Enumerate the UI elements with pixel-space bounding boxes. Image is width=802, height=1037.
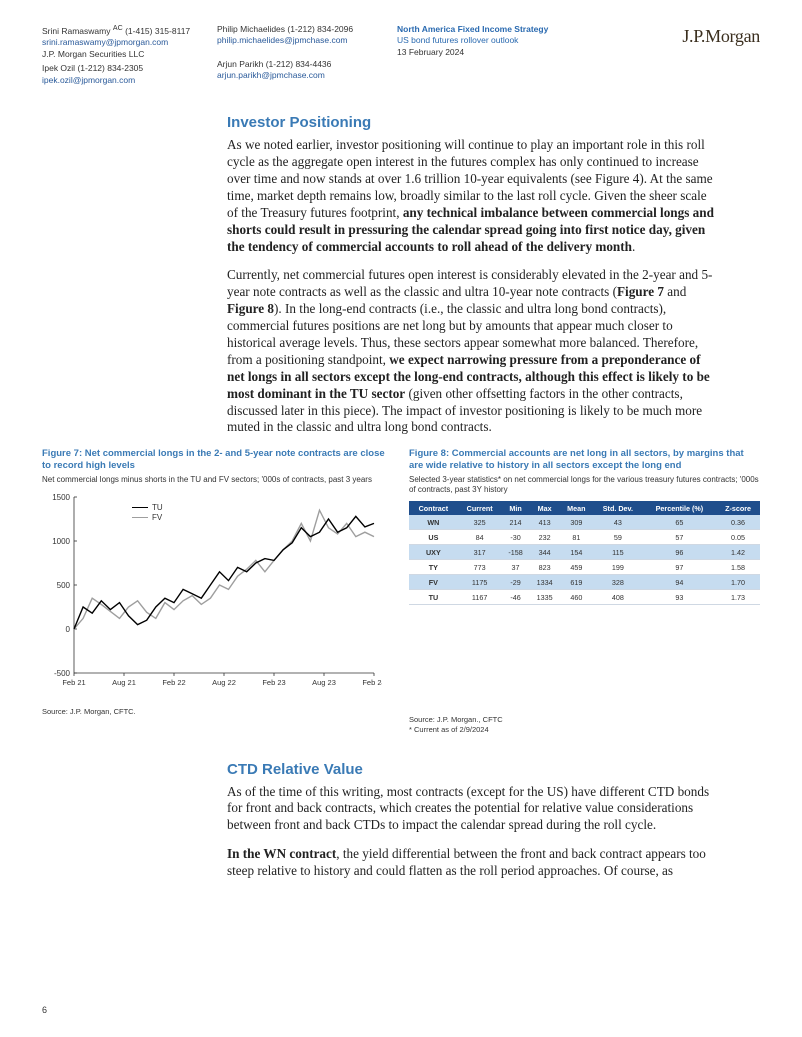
report-title: US bond futures rollover outlook [397, 35, 552, 46]
author-name: Arjun Parikh [217, 59, 263, 69]
svg-text:Feb 21: Feb 21 [62, 678, 85, 687]
author-org: J.P. Morgan Securities LLC [42, 49, 197, 60]
author-name: Srini Ramaswamy [42, 26, 111, 36]
figure-subtitle: Selected 3-year statistics* on net comme… [409, 475, 760, 495]
author-email[interactable]: srini.ramaswamy@jpmorgan.com [42, 37, 168, 47]
author-phone: (1-212) 834-4436 [266, 59, 332, 69]
svg-text:Aug 21: Aug 21 [112, 678, 136, 687]
author-phone: (1-415) 315-8117 [125, 26, 190, 36]
svg-text:Aug 23: Aug 23 [312, 678, 336, 687]
svg-text:Feb 22: Feb 22 [162, 678, 185, 687]
figure-title: Figure 7: Net commercial longs in the 2-… [42, 448, 387, 472]
report-date: 13 February 2024 [397, 47, 552, 58]
figure-subtitle: Net commercial longs minus shorts in the… [42, 475, 387, 485]
section-heading: CTD Relative Value [227, 761, 717, 778]
body-paragraph: As we noted earlier, investor positionin… [227, 137, 717, 255]
author-email[interactable]: arjun.parikh@jpmchase.com [217, 70, 325, 80]
header: Srini Ramaswamy AC (1-415) 315-8117 srin… [42, 24, 760, 86]
figure-title: Figure 8: Commercial accounts are net lo… [409, 448, 760, 472]
svg-text:Feb 23: Feb 23 [262, 678, 285, 687]
body-paragraph: As of the time of this writing, most con… [227, 784, 717, 835]
svg-text:500: 500 [57, 581, 71, 590]
figure-source: Source: J.P. Morgan., CFTC * Current as … [409, 715, 760, 735]
body-paragraph: In the WN contract, the yield differenti… [227, 846, 717, 880]
svg-text:Aug 22: Aug 22 [212, 678, 236, 687]
strategy-group: North America Fixed Income Strategy [397, 24, 552, 35]
page-number: 6 [42, 1005, 47, 1015]
jpmorgan-logo: J.P.Morgan [682, 26, 760, 46]
body-paragraph: Currently, net commercial futures open i… [227, 267, 717, 436]
svg-text:1000: 1000 [52, 537, 70, 546]
author-phone: (1-212) 834-2305 [77, 63, 143, 73]
author-email[interactable]: philip.michaelides@jpmchase.com [217, 35, 348, 45]
svg-text:0: 0 [66, 625, 71, 634]
svg-text:-500: -500 [54, 669, 71, 678]
stats-table: ContractCurrentMinMaxMeanStd. Dev.Percen… [409, 501, 760, 605]
author-name: Ipek Ozil [42, 63, 75, 73]
author-name: Philip Michaelides [217, 24, 285, 34]
line-chart: TU FV -500 0 500 1000 1500 Feb 21 Aug 21 Feb 22… [42, 491, 382, 691]
section-heading: Investor Positioning [227, 114, 717, 131]
figure-source: Source: J.P. Morgan, CFTC. [42, 707, 387, 717]
author-phone: (1-212) 834-2096 [287, 24, 353, 34]
svg-text:Feb 24: Feb 24 [362, 678, 382, 687]
chart-legend: TU FV [132, 503, 163, 523]
author-sup: AC [113, 24, 123, 32]
author-email[interactable]: ipek.ozil@jpmorgan.com [42, 75, 135, 85]
svg-text:1500: 1500 [52, 493, 70, 502]
